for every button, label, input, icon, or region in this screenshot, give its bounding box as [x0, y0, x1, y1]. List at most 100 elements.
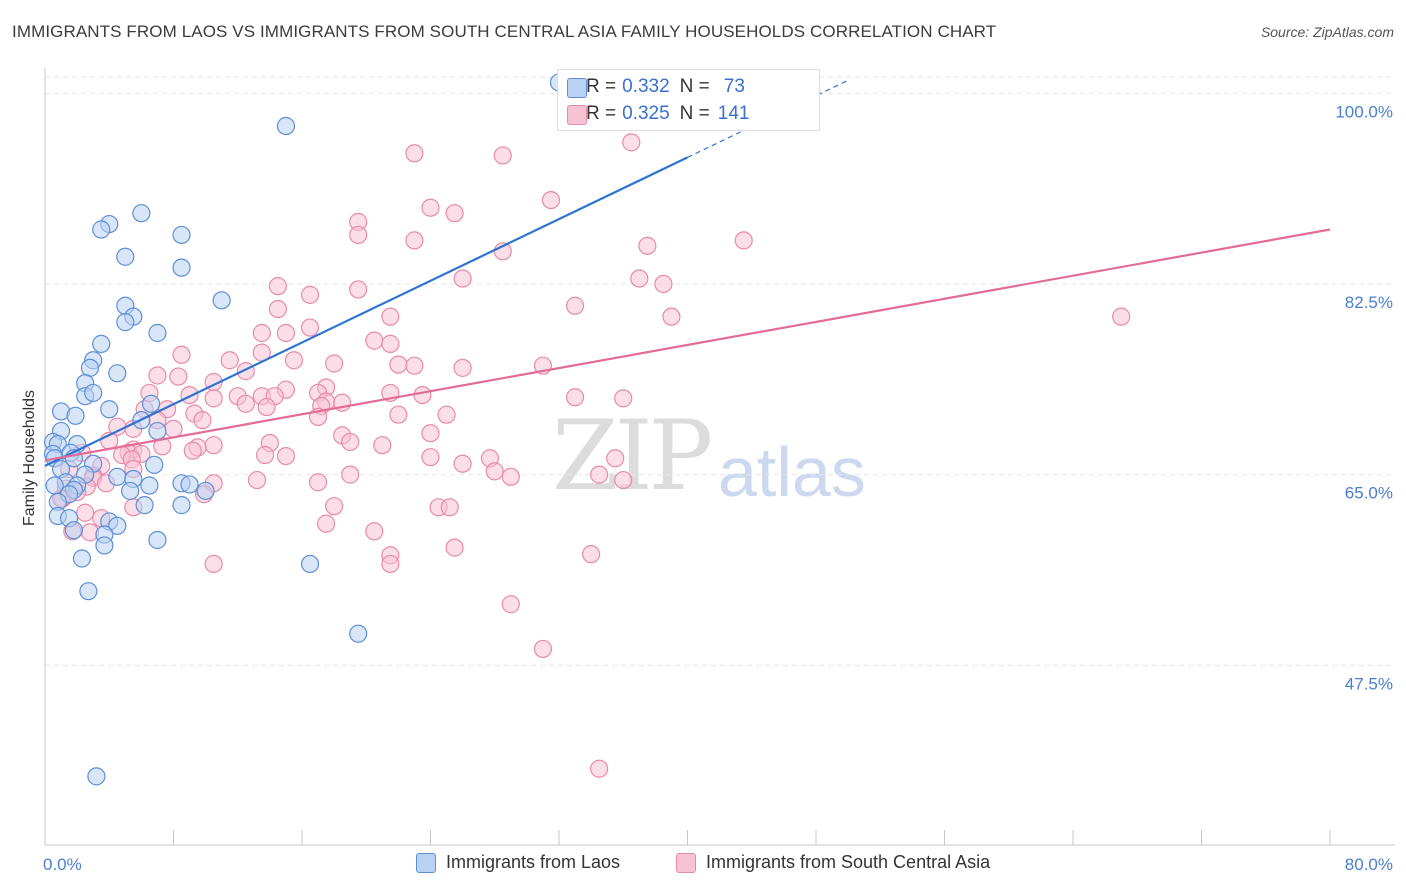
data-point-south-central-asia	[614, 470, 633, 490]
trend-line-laos	[44, 156, 688, 467]
data-point-laos	[135, 496, 154, 515]
legend-row-laos: R = 0.332 N = 73	[567, 74, 755, 100]
data-point-laos	[84, 383, 103, 403]
data-point-south-central-asia	[654, 274, 673, 294]
data-point-laos	[148, 530, 167, 550]
data-point-south-central-asia	[300, 318, 320, 337]
legend-r-value: 0.325	[622, 103, 670, 124]
data-point-south-central-asia	[180, 385, 199, 405]
data-point-laos	[172, 258, 191, 277]
x-tick-labels: 0.0% 80.0%	[43, 855, 1393, 874]
data-point-laos	[66, 406, 85, 425]
data-point-south-central-asia	[405, 144, 424, 163]
data-point-south-central-asia	[204, 389, 223, 408]
data-point-laos	[212, 291, 231, 310]
legend-r-value: 0.332	[622, 76, 670, 97]
legend-r-label: R =	[586, 76, 617, 97]
legend-label-sca: Immigrants from South Central Asia	[706, 852, 991, 872]
data-point-laos	[108, 516, 127, 535]
legend-n-label: N =	[679, 103, 710, 124]
trend-line-south-central-asia	[44, 228, 1331, 462]
legend-n-label: N =	[679, 76, 710, 97]
data-point-south-central-asia	[421, 198, 440, 217]
data-point-south-central-asia	[413, 385, 432, 405]
data-point-south-central-asia	[76, 503, 95, 522]
data-point-south-central-asia	[268, 299, 288, 319]
data-point-laos	[141, 394, 161, 413]
data-point-laos	[87, 767, 106, 786]
series-legend: Immigrants from Laos Immigrants from Sou…	[0, 852, 1406, 878]
data-point-south-central-asia	[381, 334, 400, 353]
data-point-south-central-asia	[236, 362, 255, 381]
chart-title: IMMIGRANTS FROM LAOS VS IMMIGRANTS FROM …	[12, 22, 997, 41]
data-point-south-central-asia	[445, 538, 464, 557]
data-point-laos	[100, 400, 119, 419]
x-tick-label: 80.0%	[1345, 855, 1393, 874]
data-point-south-central-asia	[172, 345, 191, 364]
data-point-laos	[145, 455, 164, 474]
data-point-laos	[80, 358, 100, 377]
data-point-south-central-asia	[325, 354, 344, 373]
data-point-south-central-asia	[453, 269, 472, 288]
data-point-south-central-asia	[453, 454, 472, 473]
data-point-south-central-asia	[193, 411, 212, 430]
watermark-atlas: atlas	[718, 433, 866, 511]
y-tick-label: 47.5%	[1345, 674, 1393, 693]
legend-swatch-sca	[676, 852, 696, 873]
data-point-south-central-asia	[300, 285, 320, 304]
legend-item-laos[interactable]: Immigrants from Laos	[416, 852, 620, 873]
trend-lines	[44, 79, 1331, 467]
data-point-south-central-asia	[236, 394, 255, 413]
data-point-laos	[349, 624, 368, 643]
data-point-south-central-asia	[622, 133, 641, 152]
data-point-laos	[196, 481, 215, 501]
data-point-south-central-asia	[381, 554, 400, 574]
source-label: Source: ZipAtlas.com	[1260, 24, 1394, 40]
data-point-south-central-asia	[365, 522, 384, 541]
data-point-south-central-asia	[257, 397, 276, 417]
data-point-south-central-asia	[365, 331, 384, 350]
trend-line-laos-extension	[687, 79, 849, 158]
legend-n-value: 73	[723, 76, 745, 97]
data-point-south-central-asia	[204, 554, 223, 574]
data-point-laos	[72, 549, 92, 568]
legend-item-sca[interactable]: Immigrants from South Central Asia	[676, 852, 990, 873]
data-point-laos	[148, 323, 167, 343]
data-point-south-central-asia	[421, 448, 440, 467]
data-point-south-central-asia	[493, 146, 512, 165]
data-point-laos	[92, 334, 111, 353]
data-point-south-central-asia	[169, 367, 188, 386]
data-point-south-central-asia	[276, 446, 296, 466]
data-point-south-central-asia	[485, 462, 504, 481]
data-point-south-central-asia	[405, 356, 424, 375]
y-tick-label: 82.5%	[1345, 293, 1393, 312]
data-point-laos	[116, 313, 135, 332]
data-point-south-central-asia	[341, 465, 360, 484]
data-point-south-central-asia	[565, 388, 585, 407]
data-point-south-central-asia	[252, 323, 271, 343]
data-point-laos	[300, 554, 320, 574]
y-tick-label: 100.0%	[1335, 102, 1393, 121]
y-tick-label: 65.0%	[1345, 484, 1393, 503]
data-point-south-central-asia	[148, 366, 167, 385]
data-point-south-central-asia	[630, 269, 649, 288]
data-point-south-central-asia	[421, 424, 440, 443]
data-point-south-central-asia	[606, 449, 625, 468]
data-point-laos	[172, 225, 191, 245]
data-point-laos	[276, 116, 296, 136]
data-point-south-central-asia	[440, 498, 459, 517]
data-point-south-central-asia	[445, 204, 464, 223]
data-point-south-central-asia	[220, 351, 239, 370]
data-point-laos	[95, 536, 114, 555]
correlation-legend: R = 0.332 N = 73 R = 0.325 N = 141	[557, 69, 820, 131]
data-point-south-central-asia	[316, 514, 336, 533]
data-point-south-central-asia	[437, 405, 456, 424]
data-point-south-central-asia	[349, 225, 368, 245]
legend-swatch-laos	[416, 852, 436, 873]
data-point-laos	[180, 475, 199, 494]
legend-row-sca: R = 0.325 N = 141	[567, 101, 759, 127]
legend-swatch-laos	[567, 78, 587, 98]
data-point-south-central-asia	[501, 467, 520, 486]
legend-label-laos: Immigrants from Laos	[446, 852, 621, 872]
